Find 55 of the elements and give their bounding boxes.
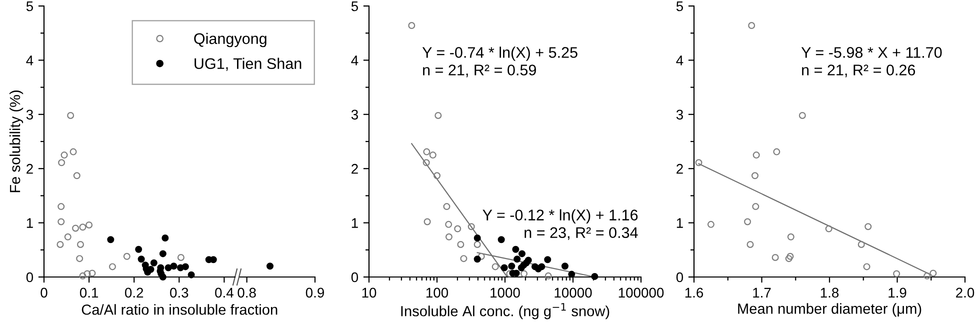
x-tick-label: 0.3 [170, 288, 188, 298]
y-tick-label: 1 [352, 218, 358, 228]
point [150, 259, 158, 266]
x-tick-label: 100 [426, 288, 448, 298]
x-tick-label: 10000 [554, 288, 592, 298]
point [162, 234, 169, 242]
y-tick-label: 4 [676, 56, 684, 66]
y-tick-label: 2 [26, 164, 33, 174]
y-tick-label: 1 [26, 218, 33, 228]
annotation: Y = -5.98 * X + 11.70 n = 21, R² = 0.26 [801, 47, 942, 78]
x-tick-label: 1.6 [685, 288, 704, 298]
point [164, 264, 172, 272]
x-tick-label: 1000 [490, 288, 520, 298]
y-tick-label: 5 [351, 1, 358, 12]
legend-label: Qiangyong [194, 32, 266, 48]
point [135, 246, 142, 253]
x-axis-title: Ca/Al ratio in insoluble fraction [82, 304, 278, 315]
legend-label: UG1, Tien Shan [194, 58, 302, 71]
point [170, 262, 178, 270]
y-tick-label: 0 [676, 272, 684, 282]
point [182, 263, 189, 270]
y-tick-label: 2 [352, 164, 358, 174]
x-tick-label: 0.4 [215, 288, 234, 298]
x-tick-label: 1.9 [888, 288, 906, 298]
annotation: Y = -0.12 * ln(X) + 1.16 n = 23, R² = 0.34 [482, 209, 638, 240]
y-tick-label: 0 [26, 272, 34, 282]
y-axis-title: Fe solubility (%) [9, 90, 24, 192]
x-tick-label: 1.7 [753, 288, 771, 298]
y-tick-label: 2 [676, 164, 683, 174]
x-tick-label: 0.9 [306, 288, 324, 298]
x-tick-label: 100000 [618, 288, 664, 298]
point [138, 256, 145, 263]
annotation: Y = -0.74 * ln(X) + 5.25 n = 21, R² = 0.59 [422, 46, 578, 78]
x-tick-label: 0 [40, 288, 48, 298]
y-tick-label: 3 [676, 110, 683, 120]
x-axis-title: Mean number diameter (μm) [738, 303, 922, 317]
x-axis-title: Insoluble Al conc. (ng g$^{−1}$ snow) [401, 303, 610, 320]
x-tick-label: 0.1 [80, 288, 98, 298]
x-tick-label: 10 [362, 288, 376, 298]
point [188, 271, 195, 278]
y-tick-label: 4 [26, 56, 34, 66]
y-tick-label: 5 [26, 1, 33, 12]
x-tick-label: 1.8 [820, 288, 839, 298]
x-tick-label: 0.8 [238, 288, 256, 298]
x-tick-label: 2.0 [956, 288, 974, 298]
y-tick-label: 4 [351, 56, 358, 66]
y-tick-label: 3 [26, 110, 33, 120]
point [159, 250, 166, 258]
y-tick-label: 5 [676, 1, 683, 12]
y-tick-label: 0 [351, 272, 358, 282]
x-tick-label: 0.2 [124, 288, 144, 298]
y-tick-label: 3 [351, 110, 358, 120]
point [159, 274, 166, 280]
point [107, 236, 114, 244]
y-tick-label: 1 [676, 218, 683, 228]
